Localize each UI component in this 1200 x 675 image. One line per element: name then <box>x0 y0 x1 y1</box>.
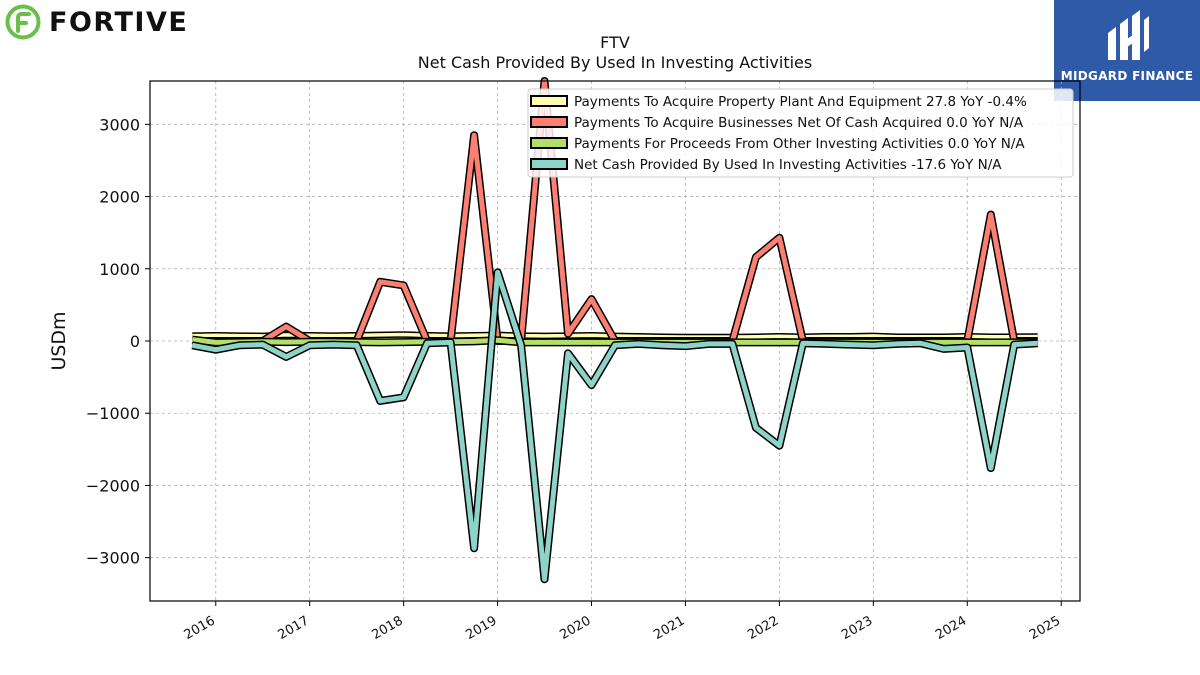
legend-swatch <box>530 116 568 128</box>
x-tick-label: 2021 <box>651 613 687 643</box>
y-tick-label: 2000 <box>99 188 140 207</box>
legend-swatch <box>530 95 568 107</box>
chart-subtitle: Net Cash Provided By Used In Investing A… <box>418 53 812 72</box>
brand-name: MIDGARD FINANCE <box>1060 69 1194 83</box>
x-tick-label: 2020 <box>557 613 593 643</box>
fortive-logo: FORTIVE <box>5 4 188 40</box>
midgard-finance-badge: MIDGARD FINANCE <box>1054 0 1200 101</box>
legend-box <box>527 88 1074 178</box>
x-tick-label: 2016 <box>182 613 218 643</box>
y-tick-label: 0 <box>130 332 140 351</box>
x-tick-label: 2017 <box>276 613 312 643</box>
y-tick-label: −2000 <box>86 476 140 495</box>
legend: Payments To Acquire Property Plant And E… <box>527 88 1074 178</box>
legend-swatch <box>530 158 568 170</box>
y-tick-label: −3000 <box>86 549 140 568</box>
legend-label: Net Cash Provided By Used In Investing A… <box>574 157 1002 173</box>
axes: −3000 −2000 −1000 0 1000 2000 3000 2016 2017 2018… <box>86 115 1063 643</box>
x-tick-label: 2024 <box>933 613 969 643</box>
legend-label: Payments To Acquire Property Plant And E… <box>574 94 1027 110</box>
x-tick-label: 2019 <box>463 613 499 643</box>
midgard-logo-icon <box>1108 10 1149 60</box>
chart-title: FTV <box>600 33 630 52</box>
y-tick-label: 3000 <box>99 115 140 134</box>
x-tick-label: 2018 <box>369 613 405 643</box>
x-tick-label: 2023 <box>839 613 875 643</box>
x-tick-label: 2025 <box>1027 613 1063 643</box>
series-outline <box>191 268 1038 584</box>
series-layer <box>191 77 1038 584</box>
y-axis-label: USDm <box>48 311 70 370</box>
x-tick-label: 2022 <box>745 613 781 643</box>
fortive-logo-icon <box>5 4 41 40</box>
legend-label: Payments For Proceeds From Other Investi… <box>574 136 1025 152</box>
legend-swatch <box>530 137 568 149</box>
fortive-logo-text: FORTIVE <box>49 6 189 38</box>
series-line <box>191 269 1038 582</box>
y-tick-label: −1000 <box>86 404 140 423</box>
y-tick-label: 1000 <box>99 260 140 279</box>
legend-label: Payments To Acquire Businesses Net Of Ca… <box>574 115 1024 131</box>
